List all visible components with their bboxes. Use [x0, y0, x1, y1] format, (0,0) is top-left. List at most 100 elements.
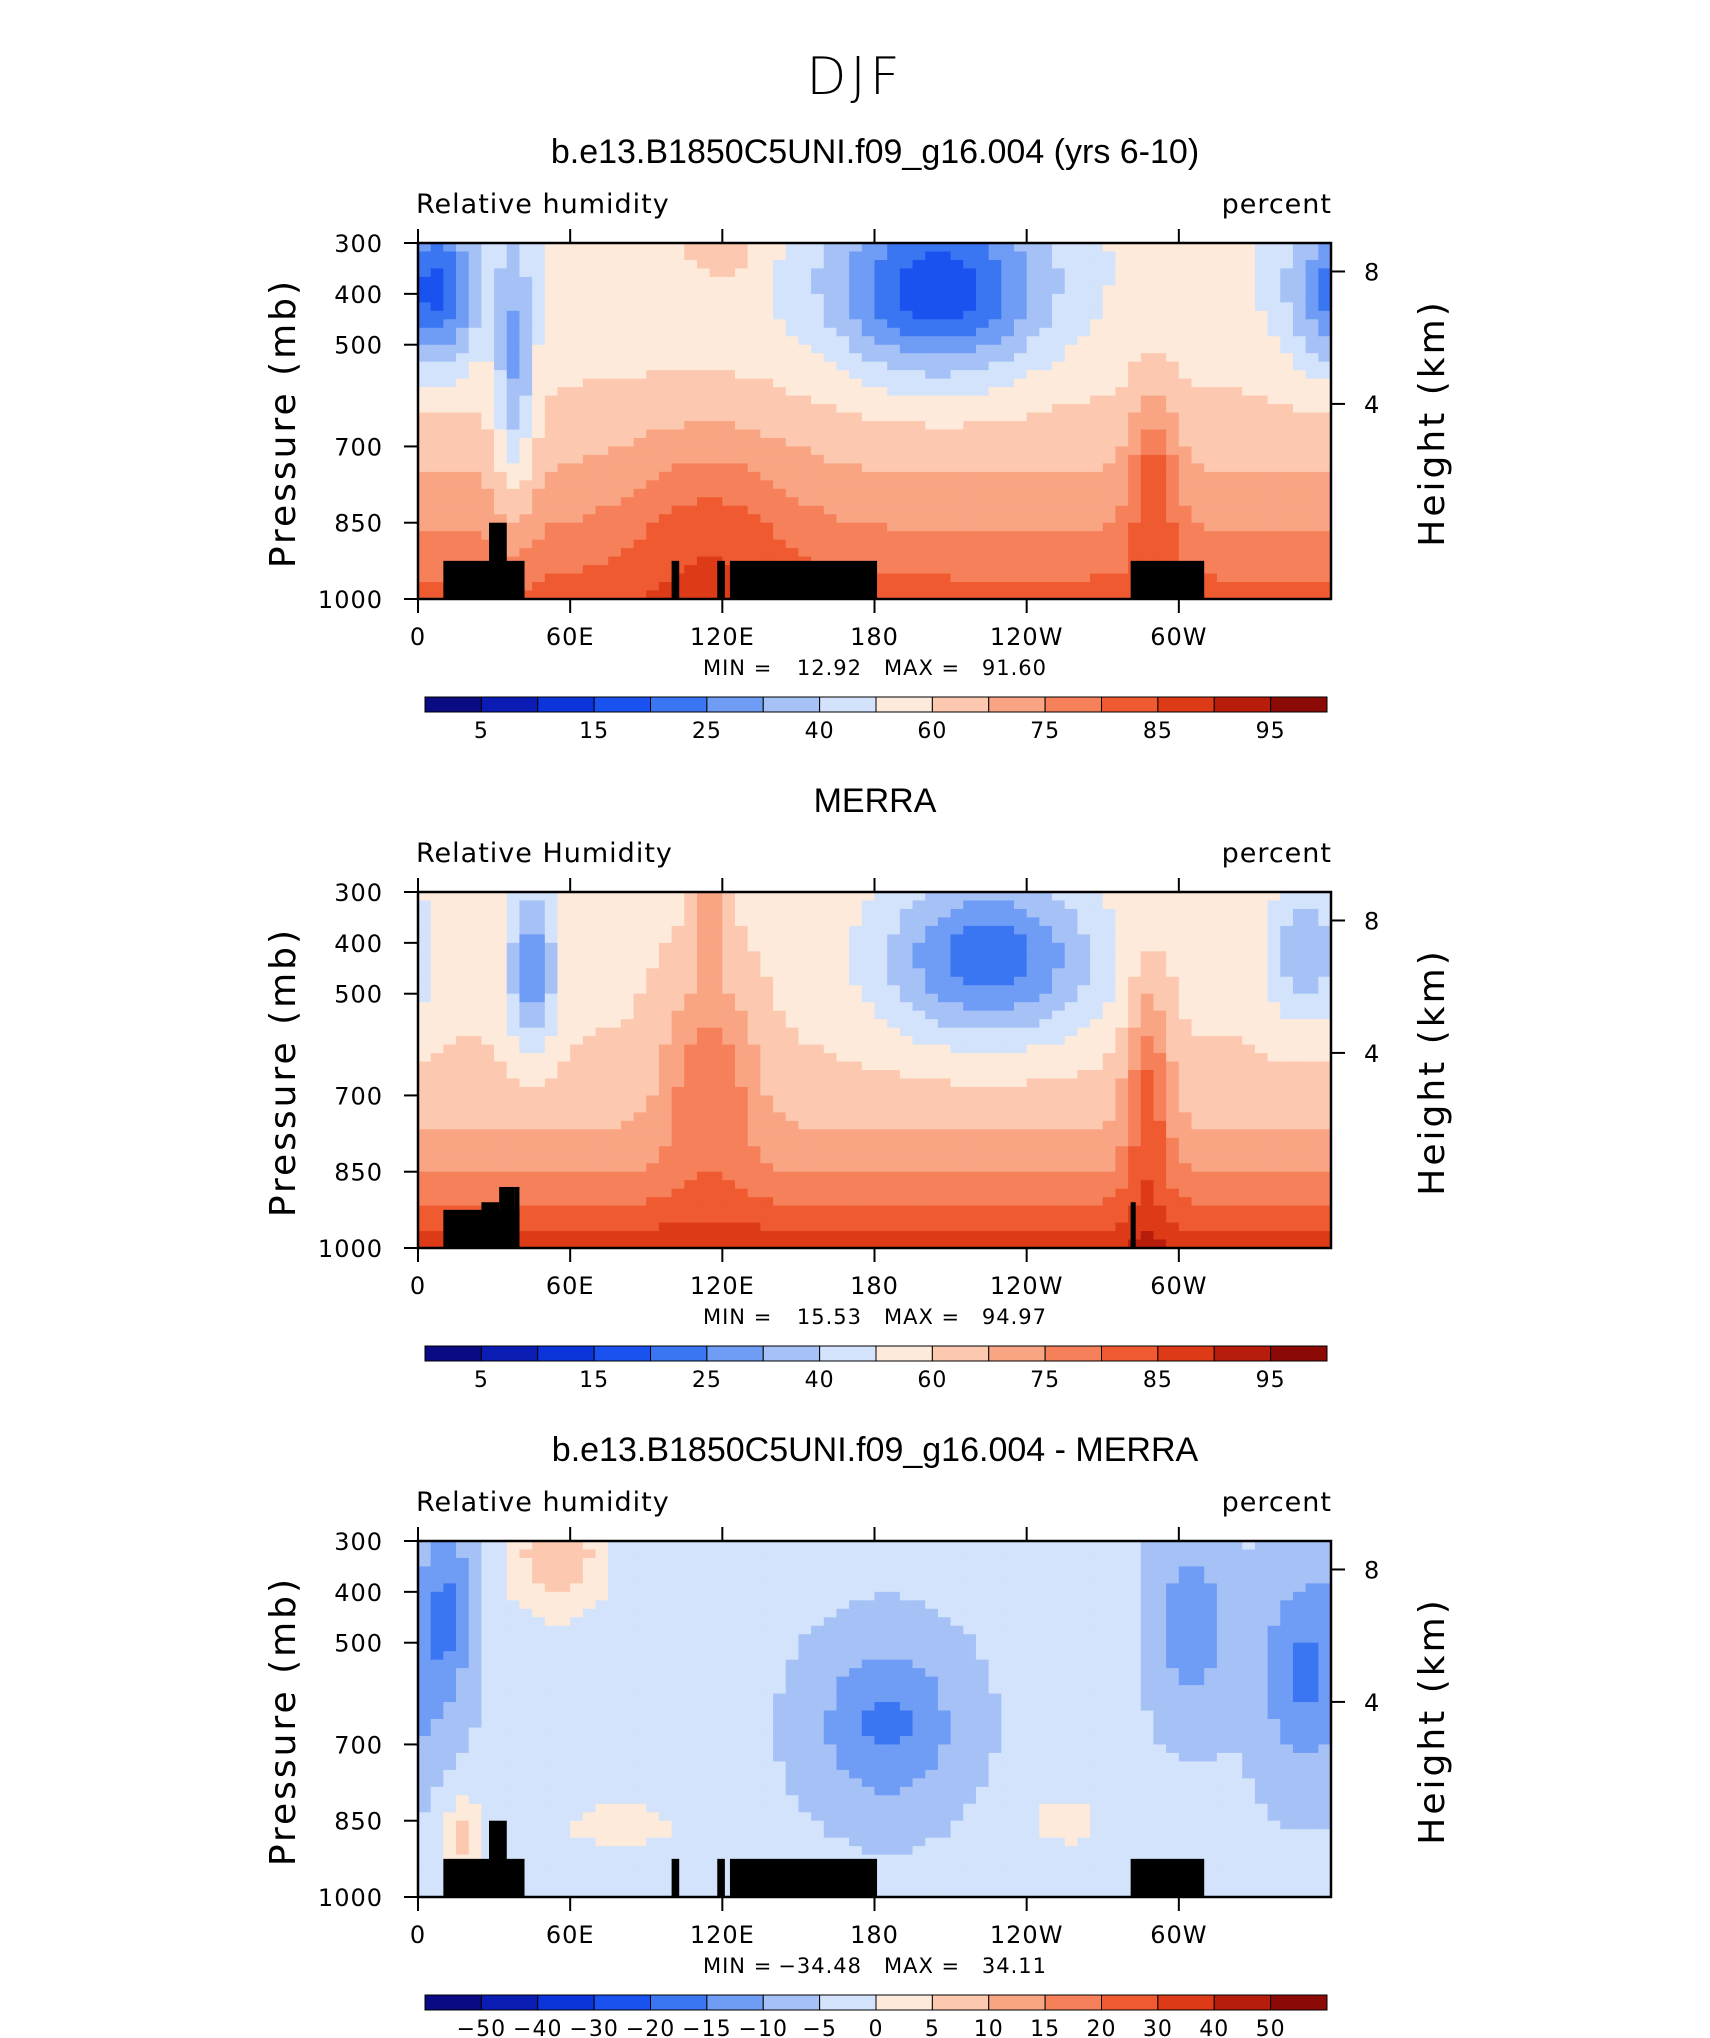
field-cell	[468, 548, 482, 558]
field-cell	[456, 1036, 470, 1046]
field-cell	[570, 1222, 584, 1232]
field-cell	[620, 454, 635, 464]
field-cell	[532, 1197, 546, 1207]
field-cell	[874, 310, 888, 320]
field-cell	[468, 259, 482, 270]
field-cell	[1039, 548, 1053, 558]
field-cell	[481, 463, 495, 473]
field-cell	[735, 361, 749, 371]
field-cell	[620, 1163, 635, 1173]
field-cell	[608, 370, 622, 380]
field-cell	[1229, 412, 1243, 422]
land-mask	[729, 560, 878, 599]
field-cell	[544, 548, 559, 558]
field-cell	[1204, 293, 1218, 303]
field-cell	[709, 934, 723, 944]
field-cell	[1229, 259, 1243, 270]
field-cell	[1216, 590, 1231, 600]
field-cell	[696, 951, 711, 961]
field-cell	[836, 437, 850, 448]
field-cell	[709, 319, 723, 329]
field-cell	[912, 412, 926, 422]
field-cell	[684, 463, 698, 473]
field-cell	[1001, 319, 1015, 329]
y-tick-label: 700	[334, 433, 383, 461]
field-cell	[557, 327, 571, 337]
field-cell	[481, 310, 495, 320]
field-cell	[823, 480, 838, 490]
field-cell	[468, 404, 482, 414]
field-cell	[975, 959, 990, 969]
field-cell	[709, 1129, 723, 1139]
field-cell	[468, 488, 482, 498]
field-cell	[1128, 327, 1142, 337]
field-cell	[1318, 285, 1332, 295]
field-cell	[811, 1010, 825, 1020]
field-cell	[1267, 522, 1281, 532]
field-cell	[544, 1137, 559, 1147]
field-cell	[709, 1137, 723, 1147]
field-cell	[684, 917, 698, 927]
field-cell	[1318, 463, 1332, 473]
field-cell	[1254, 361, 1269, 371]
field-cell	[735, 1044, 749, 1054]
field-cell	[1001, 565, 1015, 575]
field-cell	[811, 463, 825, 473]
field-cell	[925, 892, 939, 902]
field-cell	[899, 1078, 914, 1088]
field-cell	[735, 1027, 749, 1037]
field-cell	[861, 925, 876, 935]
field-cell	[532, 548, 546, 558]
field-cell	[747, 353, 761, 363]
field-cell	[1090, 582, 1104, 592]
field-cell	[1280, 573, 1294, 583]
field-cell	[646, 480, 660, 490]
field-cell	[849, 370, 863, 380]
field-cell	[722, 1053, 736, 1063]
field-cell	[760, 370, 774, 380]
field-cell	[925, 900, 939, 910]
field-cell	[874, 951, 888, 961]
field-cell	[1267, 471, 1281, 481]
field-cell	[696, 1070, 711, 1080]
field-cell	[519, 968, 533, 978]
field-cell	[1216, 505, 1231, 515]
field-cell	[760, 285, 774, 295]
field-cell	[1191, 488, 1205, 498]
field-cell	[544, 917, 559, 927]
field-cell	[1318, 539, 1332, 549]
field-cell	[595, 471, 609, 481]
field-cell	[836, 1103, 850, 1113]
field-cell	[646, 505, 660, 515]
field-cell	[975, 353, 990, 363]
field-cell	[418, 243, 432, 253]
field-cell	[975, 934, 990, 944]
field-cell	[468, 1146, 482, 1156]
field-cell	[925, 1222, 939, 1232]
field-cell	[975, 1036, 990, 1046]
field-cell	[899, 1044, 914, 1054]
field-cell	[1153, 421, 1167, 431]
field-cell	[747, 908, 761, 919]
field-cell	[811, 412, 825, 422]
field-cell	[874, 1154, 888, 1164]
field-cell	[519, 268, 533, 278]
field-cell	[747, 268, 761, 278]
field-cell	[950, 1103, 964, 1113]
field-cell	[671, 421, 685, 431]
field-cell	[557, 1188, 571, 1198]
field-cell	[937, 1078, 952, 1088]
field-cell	[823, 395, 838, 405]
field-cell	[1318, 480, 1332, 490]
field-cell	[925, 976, 939, 986]
field-cell	[418, 437, 432, 448]
field-cell	[1140, 539, 1155, 549]
field-cell	[798, 268, 812, 278]
field-cell	[1128, 514, 1142, 524]
field-cell	[887, 302, 901, 312]
field-cell	[468, 446, 482, 456]
field-cell	[709, 1120, 723, 1130]
field-cell	[658, 1197, 673, 1207]
field-cell	[1254, 565, 1269, 575]
field-cell	[823, 446, 838, 456]
